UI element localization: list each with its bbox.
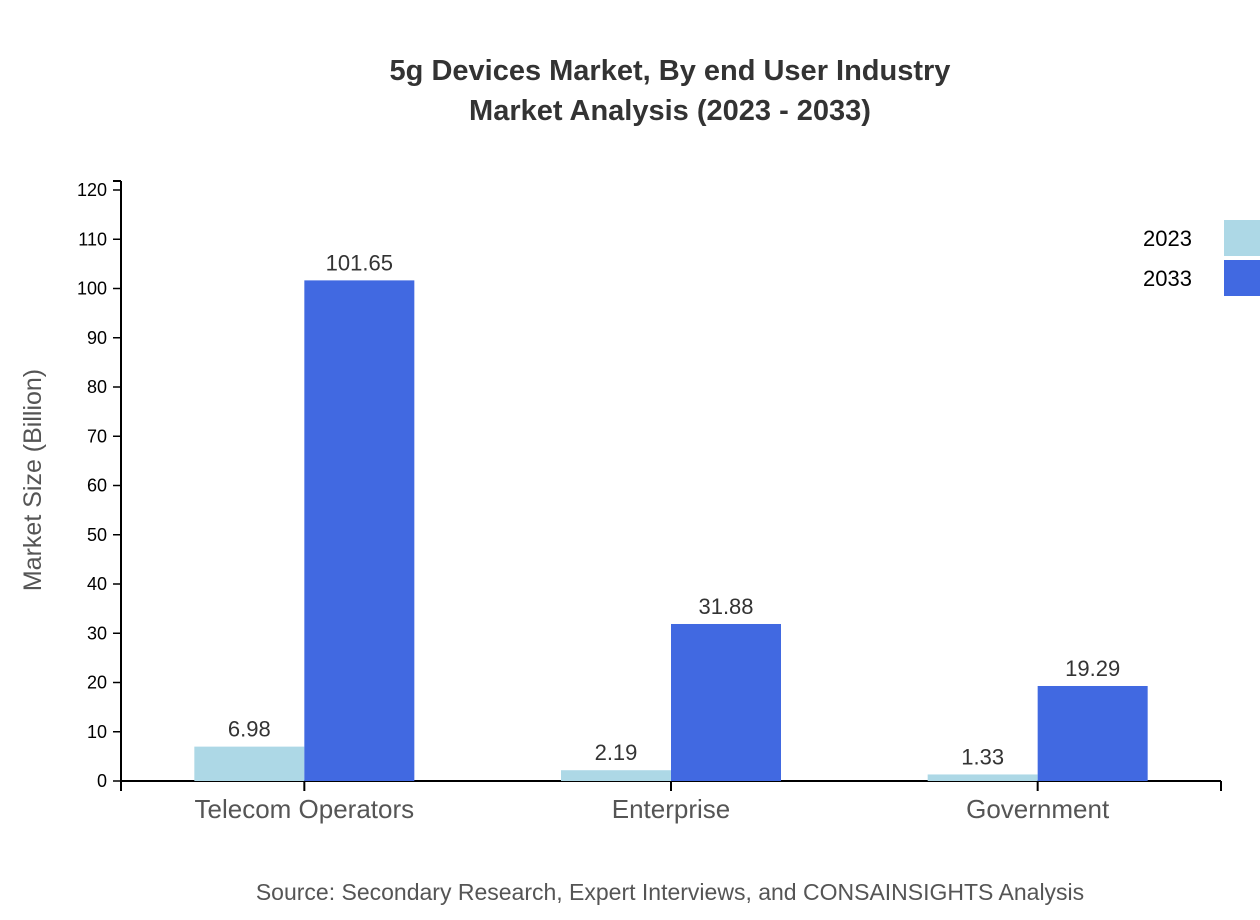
y-tick-label: 40 (87, 574, 107, 594)
y-tick-label: 20 (87, 673, 107, 693)
legend-label: 2023 (1143, 226, 1192, 251)
y-tick-label: 70 (87, 426, 107, 446)
legend-swatch-2023 (1224, 220, 1260, 256)
legend-label: 2033 (1143, 266, 1192, 291)
y-tick-label: 80 (87, 377, 107, 397)
chart-title-line1: 5g Devices Market, By end User Industry (390, 55, 951, 87)
y-tick-label: 50 (87, 525, 107, 545)
y-tick-label: 90 (87, 328, 107, 348)
y-tick-label: 60 (87, 476, 107, 496)
bar-2033 (304, 280, 415, 781)
data-label: 2.19 (595, 740, 638, 765)
y-axis-label: Market Size (Billion) (19, 369, 47, 591)
data-label: 31.88 (698, 594, 753, 619)
legend-swatch-2033 (1224, 260, 1260, 296)
y-tick-label: 10 (87, 722, 107, 742)
data-label: 101.65 (326, 250, 393, 275)
y-tick-label: 110 (78, 229, 107, 249)
data-label: 6.98 (228, 717, 271, 742)
y-tick-label: 100 (77, 279, 107, 299)
data-label: 19.29 (1065, 656, 1120, 681)
bar-2023 (927, 774, 1038, 781)
x-tick-label: Enterprise (612, 794, 731, 824)
bar-2033 (671, 623, 781, 781)
y-tick-label: 120 (77, 180, 107, 200)
y-tick-label: 0 (97, 771, 107, 791)
x-tick-label: Government (966, 794, 1110, 824)
bar-2023 (561, 770, 671, 781)
source-note: Source: Secondary Research, Expert Inter… (256, 879, 1084, 905)
bar-2023 (194, 746, 305, 781)
bar-2033 (1037, 685, 1148, 781)
x-tick-label: Telecom Operators (195, 794, 415, 824)
y-tick-label: 30 (87, 623, 107, 643)
data-label: 1.33 (961, 744, 1004, 769)
chart-title-line2: Market Analysis (2023 - 2033) (469, 95, 871, 127)
